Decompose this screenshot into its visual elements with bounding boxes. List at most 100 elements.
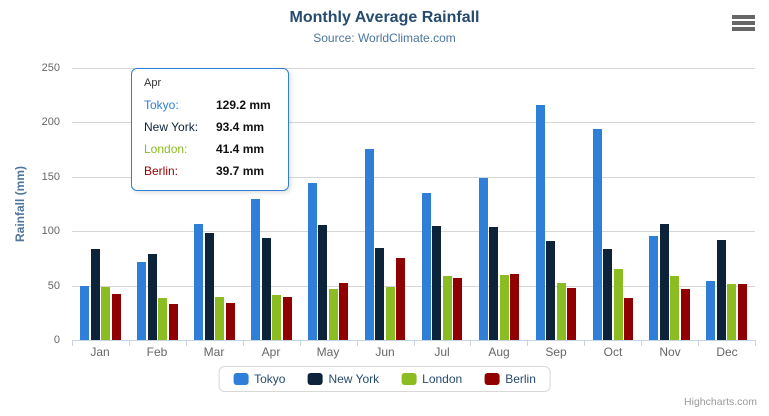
x-axis-tick <box>72 340 73 346</box>
bar-tokyo-sep[interactable] <box>535 104 545 340</box>
bar-tokyo-apr[interactable] <box>251 199 260 340</box>
bar-tokyo-aug[interactable] <box>478 178 488 340</box>
bar-tokyo-feb[interactable] <box>137 262 147 340</box>
legend-label: New York <box>328 372 380 386</box>
x-axis-tick <box>584 340 585 346</box>
bar-berlin-apr[interactable] <box>282 296 292 340</box>
bar-tokyo-may[interactable] <box>307 183 317 340</box>
bar-berlin-aug[interactable] <box>510 274 520 340</box>
bar-tokyo-jan[interactable] <box>80 285 90 340</box>
tooltip-category: Apr <box>144 77 162 89</box>
x-category-label: Sep <box>545 345 567 359</box>
hamburger-icon <box>732 15 755 19</box>
bar-london-dec[interactable] <box>727 284 737 340</box>
legend-swatch-icon <box>233 373 249 385</box>
tooltip-row: Tokyo: 129.2 mm <box>144 94 276 116</box>
legend-label: Tokyo <box>254 372 286 386</box>
tooltip-series-label: New York: <box>144 120 199 134</box>
x-axis-tick <box>129 340 130 346</box>
tooltip-row: Berlin: 39.7 mm <box>144 160 276 182</box>
bar-new-york-apr[interactable] <box>261 238 271 340</box>
x-axis-tick <box>470 340 471 346</box>
bar-new-york-jun[interactable] <box>375 248 385 340</box>
bar-new-york-oct[interactable] <box>603 249 612 340</box>
bar-london-feb[interactable] <box>158 297 168 340</box>
x-category-label: Nov <box>659 345 681 359</box>
bar-new-york-dec[interactable] <box>716 239 726 340</box>
bar-berlin-dec[interactable] <box>737 284 747 340</box>
x-axis-tick <box>186 340 187 346</box>
bar-tokyo-jun[interactable] <box>364 148 374 340</box>
bar-berlin-oct[interactable] <box>624 297 633 340</box>
x-axis-line <box>72 340 755 341</box>
bar-london-sep[interactable] <box>556 283 566 340</box>
bar-new-york-jul[interactable] <box>432 225 442 340</box>
y-tick-label: 200 <box>41 116 60 128</box>
x-axis-tick <box>414 340 415 346</box>
x-axis-tick <box>357 340 358 346</box>
bar-london-may[interactable] <box>328 288 338 340</box>
bar-berlin-jun[interactable] <box>396 257 406 340</box>
x-axis-tick <box>527 340 528 346</box>
legend-swatch-icon <box>307 373 323 385</box>
bar-new-york-nov[interactable] <box>659 224 669 340</box>
bar-london-jul[interactable] <box>442 275 452 340</box>
bar-london-jun[interactable] <box>385 287 395 340</box>
bar-london-oct[interactable] <box>613 269 623 340</box>
chart-subtitle: Source: WorldClimate.com <box>313 31 456 45</box>
x-axis-tick <box>243 340 244 346</box>
bar-tokyo-oct[interactable] <box>592 128 602 340</box>
bar-tokyo-nov[interactable] <box>649 236 659 340</box>
y-gridline <box>72 122 755 123</box>
x-category-label: Oct <box>603 345 623 359</box>
x-axis-tick <box>755 340 756 346</box>
bar-tokyo-mar[interactable] <box>194 224 203 340</box>
tooltip: Apr Tokyo: 129.2 mm New York: 93.4 mm London… <box>131 68 289 191</box>
bar-new-york-mar[interactable] <box>204 232 214 340</box>
y-gridline <box>72 68 755 69</box>
x-category-label: Feb <box>146 345 168 359</box>
bar-berlin-may[interactable] <box>339 282 349 340</box>
bar-london-aug[interactable] <box>499 275 509 340</box>
x-axis-tick <box>641 340 642 346</box>
y-tick-label: 50 <box>47 280 60 292</box>
x-category-label: Aug <box>488 345 510 359</box>
y-tick-label: 100 <box>41 225 60 237</box>
bar-new-york-sep[interactable] <box>546 240 555 340</box>
legend-item-london[interactable]: London <box>401 372 462 386</box>
bar-berlin-nov[interactable] <box>680 289 690 340</box>
bar-tokyo-jul[interactable] <box>421 192 431 340</box>
tooltip-series-label: London: <box>144 142 188 156</box>
bar-tokyo-dec[interactable] <box>706 280 716 340</box>
bar-berlin-feb[interactable] <box>168 303 178 340</box>
y-gridline <box>72 286 755 287</box>
y-axis-title: Rainfall (mm) <box>13 166 27 243</box>
export-menu-button[interactable] <box>732 15 755 31</box>
legend-item-berlin[interactable]: Berlin <box>484 372 536 386</box>
x-category-label: Jul <box>434 345 450 359</box>
bar-berlin-sep[interactable] <box>567 288 576 340</box>
bar-berlin-mar[interactable] <box>225 302 235 340</box>
bar-new-york-jan[interactable] <box>90 249 100 340</box>
legend-item-tokyo[interactable]: Tokyo <box>233 372 285 386</box>
x-category-label: Mar <box>203 345 225 359</box>
bar-new-york-may[interactable] <box>318 224 328 340</box>
bar-berlin-jan[interactable] <box>111 293 121 340</box>
bar-london-mar[interactable] <box>215 297 224 340</box>
bar-london-nov[interactable] <box>670 275 680 340</box>
bar-london-apr[interactable] <box>272 295 281 340</box>
legend-swatch-icon <box>484 373 500 385</box>
credits-link[interactable]: Highcharts.com <box>684 396 757 408</box>
y-gridline <box>72 231 755 232</box>
y-gridline <box>72 177 755 178</box>
bar-new-york-feb[interactable] <box>147 254 157 340</box>
hamburger-icon <box>732 27 755 31</box>
y-tick-label: 0 <box>53 334 60 346</box>
x-category-label: May <box>316 345 340 359</box>
bar-london-jan[interactable] <box>101 286 111 340</box>
bar-new-york-aug[interactable] <box>489 226 499 340</box>
x-category-label: Jan <box>90 345 110 359</box>
bar-berlin-jul[interactable] <box>453 277 463 340</box>
legend-item-new-york[interactable]: New York <box>307 372 379 386</box>
tooltip-row: London: 41.4 mm <box>144 138 276 160</box>
